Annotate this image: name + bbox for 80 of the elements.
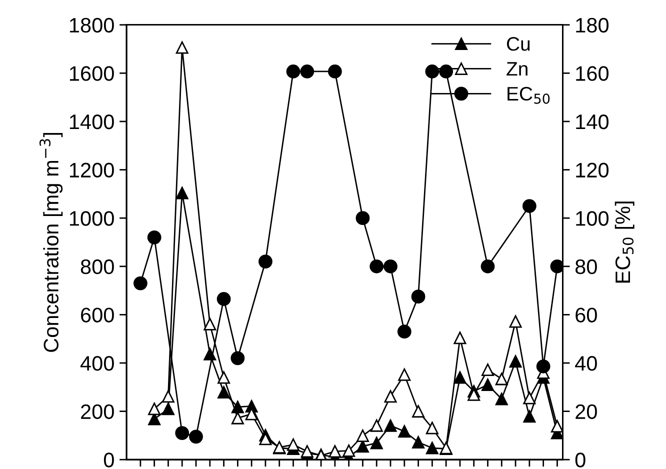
- point: [258, 254, 272, 269]
- point: [384, 259, 398, 274]
- point: [162, 390, 174, 403]
- point: [509, 315, 522, 328]
- y2-tick-label: 60: [576, 308, 597, 322]
- point: [425, 64, 440, 78]
- y2-tick-label: 160: [576, 66, 609, 81]
- point: [454, 371, 466, 384]
- y2-tick-label: 120: [576, 162, 609, 178]
- y-tick-label: 800: [80, 259, 114, 274]
- point: [398, 368, 411, 381]
- point: [522, 199, 536, 213]
- y2-tick-label: 180: [576, 18, 609, 33]
- point: [550, 259, 563, 274]
- point: [231, 412, 244, 424]
- point: [300, 64, 314, 78]
- y-tick-label: 1800: [70, 18, 114, 33]
- legend-label: Cu: [506, 37, 530, 51]
- point: [175, 426, 190, 440]
- y2-tick-label: 140: [576, 114, 609, 130]
- point: [328, 445, 342, 458]
- point: [147, 230, 162, 244]
- point: [495, 372, 508, 386]
- point: [204, 348, 216, 360]
- point: [398, 425, 411, 438]
- point: [384, 419, 397, 432]
- point: [162, 402, 174, 416]
- y-tick-label: 0: [104, 452, 114, 468]
- y-tick-label: 1400: [70, 114, 114, 130]
- point: [328, 64, 342, 78]
- y2-tick-label: 80: [575, 259, 597, 274]
- point: [495, 392, 508, 406]
- y-tick-label: 1000: [70, 211, 114, 226]
- y-tick-label: 1200: [70, 162, 114, 178]
- point: [216, 292, 231, 306]
- y2-tick-label: 100: [576, 211, 609, 226]
- y-tick-label: 1600: [70, 66, 114, 81]
- y2-tick-label: 40: [575, 356, 597, 371]
- point: [356, 211, 370, 226]
- point: [397, 324, 412, 339]
- point: [509, 355, 522, 368]
- point: [523, 392, 536, 404]
- y-axis-title: Concentration [mg m$^{−3}$]: [40, 133, 63, 352]
- point: [176, 186, 188, 200]
- point: [218, 386, 230, 398]
- point: [426, 442, 438, 454]
- point: [218, 371, 230, 384]
- y2-tick-label: 0: [575, 452, 586, 468]
- point: [480, 259, 495, 274]
- legend-label: Zn: [506, 62, 528, 76]
- y2-tick-label: 20: [576, 404, 597, 420]
- point: [230, 351, 245, 366]
- point: [384, 390, 397, 403]
- point: [412, 405, 425, 418]
- point: [523, 410, 536, 423]
- point: [189, 430, 203, 444]
- point: [356, 429, 369, 442]
- y-tick-label: 600: [81, 308, 114, 322]
- point: [550, 420, 563, 433]
- y-tick-label: 200: [81, 404, 114, 420]
- point: [286, 64, 300, 78]
- point: [426, 422, 438, 434]
- point: [370, 259, 384, 274]
- point: [148, 402, 161, 416]
- y-tick-label: 400: [80, 356, 114, 371]
- point: [411, 290, 426, 304]
- point: [454, 332, 466, 344]
- point: [536, 359, 550, 374]
- point: [176, 41, 188, 54]
- point: [287, 438, 300, 451]
- legend-label: EC$_{50}$: [508, 86, 550, 104]
- point: [412, 436, 425, 448]
- point: [482, 364, 494, 376]
- point: [370, 436, 383, 450]
- point: [342, 444, 356, 457]
- point: [133, 276, 148, 290]
- y2-axis-title: EC$_{50}$ [%]: [614, 202, 634, 283]
- point: [204, 318, 216, 330]
- point: [370, 419, 383, 432]
- point: [482, 378, 494, 391]
